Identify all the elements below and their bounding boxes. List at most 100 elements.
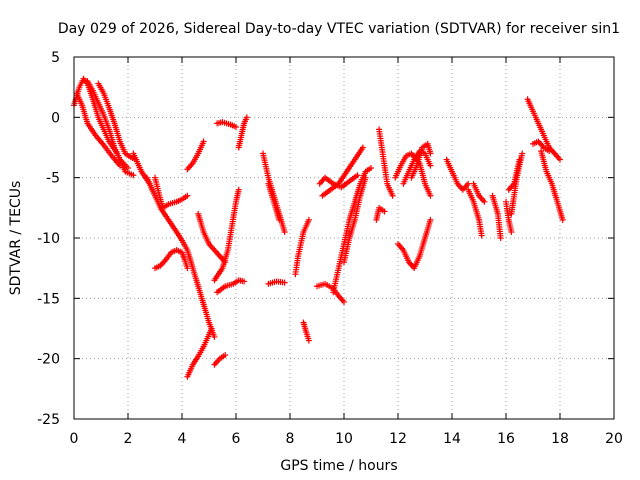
x-tick-label: 18 [551, 431, 569, 447]
series-arc33 [411, 154, 434, 199]
series-arc11 [195, 210, 229, 266]
data-point [305, 337, 312, 344]
series-arc43 [538, 148, 566, 223]
y-tick-label: -15 [37, 291, 60, 307]
data-point [281, 279, 288, 286]
data-point [427, 216, 434, 223]
series-arc24 [319, 144, 366, 199]
x-tick-label: 14 [443, 431, 461, 447]
series-arc40 [508, 150, 526, 217]
data-point [208, 325, 215, 332]
x-tick-label: 6 [232, 431, 241, 447]
data-point [427, 150, 434, 157]
data-point [184, 192, 191, 199]
data-point [233, 123, 239, 130]
data-point [281, 228, 288, 235]
series-arc34 [443, 156, 472, 193]
series-arc27 [373, 204, 388, 223]
series-arc5 [130, 150, 218, 340]
series-arc26 [341, 174, 369, 266]
series-arc42 [530, 138, 553, 155]
series-arc2 [73, 90, 123, 169]
series-arc41 [524, 96, 563, 163]
series-arc21 [300, 319, 312, 344]
data-point [116, 162, 123, 169]
series-arc6 [143, 174, 156, 193]
y-tick-label: 0 [51, 110, 60, 126]
series-arc37 [489, 192, 504, 241]
series-arc7 [152, 174, 191, 211]
series-arc10 [184, 138, 207, 173]
x-tick-label: 8 [286, 431, 295, 447]
data-point [481, 198, 488, 205]
y-tick-label: 5 [51, 50, 60, 66]
series-arc22 [314, 280, 347, 305]
data-point [222, 352, 229, 359]
data-point [546, 148, 553, 155]
series-arc18 [265, 180, 283, 223]
data-point [389, 192, 396, 199]
data-point [381, 208, 388, 215]
data-points [71, 75, 566, 380]
series-arc28 [376, 126, 396, 199]
data-point [368, 165, 374, 172]
series-arc15 [214, 119, 239, 130]
series-arc30 [395, 216, 434, 272]
series-arc19 [265, 278, 288, 287]
x-tick-label: 20 [605, 431, 623, 447]
data-point [362, 174, 369, 181]
axis-ticks: 0 2 4 6 8 10 12 14 16 18 20 5 0 -5 -10 -15 -20 -25 [37, 50, 623, 447]
chart-title: Day 029 of 2026, Sidereal Day-to-day VTE… [58, 21, 620, 37]
x-tick-label: 0 [70, 431, 79, 447]
data-point [243, 114, 250, 121]
data-point [557, 156, 563, 163]
data-point [508, 228, 515, 235]
data-point [130, 172, 137, 179]
x-tick-label: 10 [335, 431, 353, 447]
plot-frame [73, 56, 615, 420]
data-point [235, 186, 242, 193]
data-point [359, 144, 366, 151]
data-point [211, 333, 218, 340]
data-point [149, 186, 156, 193]
series-arc4 [95, 80, 140, 163]
data-point [305, 216, 312, 223]
data-point [519, 150, 526, 157]
data-point [465, 180, 472, 187]
data-point [241, 278, 248, 285]
data-point [478, 232, 485, 239]
series-arc36 [470, 180, 488, 205]
y-axis-label: SDTVAR / TECUs [8, 181, 24, 296]
data-point [276, 216, 283, 223]
data-point [200, 138, 207, 145]
data-point [427, 162, 434, 169]
series-arc12 [211, 186, 242, 284]
data-point [427, 192, 434, 199]
y-tick-label: -25 [37, 412, 60, 428]
x-axis-label: GPS time / hours [280, 458, 397, 474]
x-tick-label: 2 [124, 431, 133, 447]
y-tick-label: -20 [37, 352, 60, 368]
series-arc3 [84, 78, 131, 172]
data-point [184, 265, 191, 272]
x-tick-label: 4 [178, 431, 187, 447]
series-arc35 [465, 186, 485, 239]
y-tick-label: -10 [37, 231, 60, 247]
series-arc17 [260, 150, 288, 235]
data-point [125, 165, 131, 172]
x-tick-label: 12 [389, 431, 407, 447]
series-arc20 [292, 216, 312, 278]
series-arc13 [214, 277, 248, 296]
series-arc16 [235, 114, 250, 151]
series-arc38 [503, 198, 515, 235]
series-arc9 [184, 325, 215, 380]
x-tick-label: 16 [497, 431, 515, 447]
y-tick-label: -5 [46, 171, 60, 187]
data-point [497, 235, 504, 241]
series-arc14 [211, 352, 229, 368]
data-point [354, 172, 361, 179]
series-arc8 [152, 247, 191, 272]
data-point [559, 216, 566, 223]
data-point [341, 298, 347, 305]
